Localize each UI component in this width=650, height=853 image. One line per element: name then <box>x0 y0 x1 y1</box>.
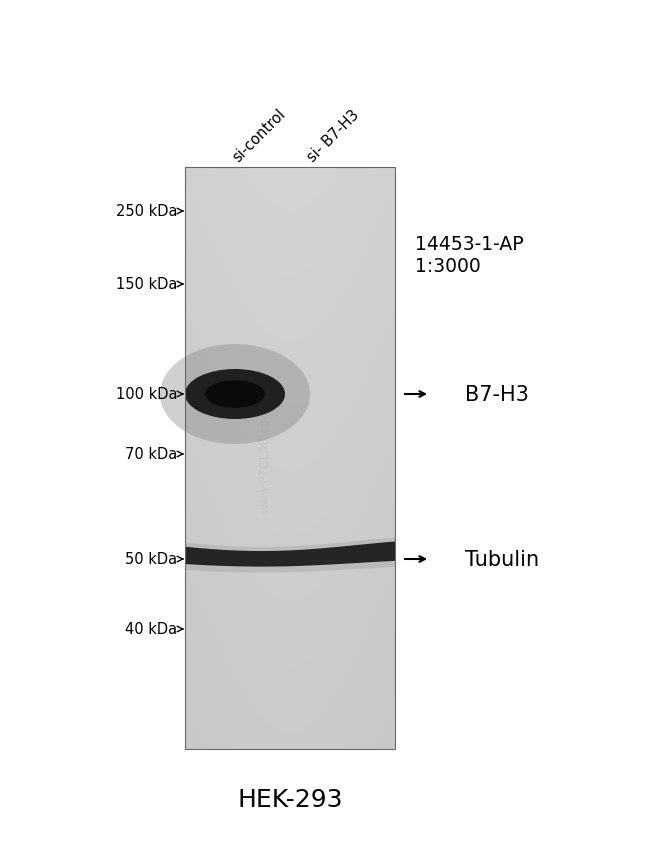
Text: 250 kDa: 250 kDa <box>116 204 177 219</box>
Bar <box>185 168 395 749</box>
Text: www.PTGLAB.com: www.PTGLAB.com <box>259 406 272 513</box>
Ellipse shape <box>205 380 265 409</box>
Text: 50 kDa: 50 kDa <box>125 552 177 567</box>
Text: 100 kDa: 100 kDa <box>116 387 177 402</box>
Polygon shape <box>185 542 395 567</box>
Polygon shape <box>185 538 395 573</box>
Ellipse shape <box>185 369 285 420</box>
Ellipse shape <box>160 345 310 444</box>
Text: si-control: si-control <box>229 106 288 165</box>
Text: 70 kDa: 70 kDa <box>125 447 177 462</box>
Text: HEK-293: HEK-293 <box>237 787 343 811</box>
Text: B7-H3: B7-H3 <box>465 385 529 404</box>
Text: si- B7-H3: si- B7-H3 <box>304 107 362 165</box>
Text: 150 kDa: 150 kDa <box>116 277 177 293</box>
Text: 40 kDa: 40 kDa <box>125 622 177 636</box>
Text: 14453-1-AP
1:3000: 14453-1-AP 1:3000 <box>415 235 524 276</box>
Text: Tubulin: Tubulin <box>465 549 539 569</box>
